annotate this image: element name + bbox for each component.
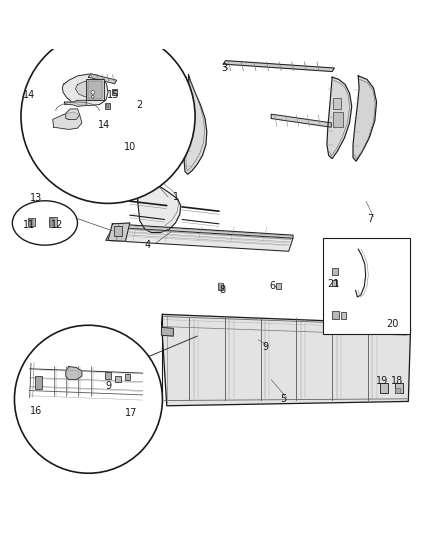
Circle shape bbox=[91, 91, 95, 94]
Text: 2: 2 bbox=[136, 100, 142, 110]
Polygon shape bbox=[62, 74, 108, 106]
Text: 17: 17 bbox=[124, 408, 137, 418]
Bar bbox=[333, 98, 341, 109]
Bar bbox=[276, 282, 281, 289]
Polygon shape bbox=[184, 75, 207, 174]
Bar bbox=[332, 268, 338, 275]
Bar bbox=[113, 90, 117, 94]
Polygon shape bbox=[88, 74, 117, 84]
Polygon shape bbox=[64, 100, 86, 107]
Bar bbox=[105, 103, 110, 109]
Bar bbox=[105, 372, 111, 379]
Bar bbox=[395, 383, 403, 393]
Text: 9: 9 bbox=[106, 381, 112, 391]
Polygon shape bbox=[353, 76, 377, 161]
Text: 20: 20 bbox=[387, 319, 399, 329]
Polygon shape bbox=[106, 228, 293, 251]
Bar bbox=[380, 383, 388, 393]
Text: 8: 8 bbox=[219, 285, 225, 295]
Text: 6: 6 bbox=[269, 281, 275, 291]
Bar bbox=[106, 104, 110, 108]
Text: 19: 19 bbox=[376, 376, 388, 385]
Bar bbox=[86, 79, 104, 100]
Text: 10: 10 bbox=[124, 142, 136, 152]
Polygon shape bbox=[66, 109, 80, 119]
Text: 1: 1 bbox=[173, 192, 180, 202]
Bar bbox=[219, 284, 223, 289]
Bar bbox=[332, 311, 339, 319]
Polygon shape bbox=[271, 114, 331, 127]
Polygon shape bbox=[119, 68, 186, 80]
Bar bbox=[35, 376, 42, 389]
Bar bbox=[332, 280, 337, 286]
Bar bbox=[49, 218, 53, 226]
Text: 5: 5 bbox=[280, 394, 286, 404]
Polygon shape bbox=[162, 327, 173, 336]
Bar bbox=[333, 112, 343, 127]
Bar bbox=[28, 218, 35, 226]
Text: 13: 13 bbox=[30, 193, 42, 203]
Bar bbox=[116, 376, 120, 382]
Circle shape bbox=[92, 95, 94, 98]
Bar bbox=[114, 227, 121, 236]
Ellipse shape bbox=[12, 201, 78, 245]
Bar bbox=[323, 238, 410, 334]
Polygon shape bbox=[131, 84, 181, 232]
Text: 16: 16 bbox=[30, 406, 42, 416]
Text: 15: 15 bbox=[107, 90, 120, 100]
Polygon shape bbox=[162, 314, 410, 406]
Text: 11: 11 bbox=[23, 220, 35, 230]
Bar bbox=[395, 389, 400, 393]
Bar bbox=[341, 312, 346, 319]
Polygon shape bbox=[327, 77, 352, 158]
Text: 3: 3 bbox=[221, 62, 227, 72]
Bar bbox=[125, 375, 130, 379]
Text: 7: 7 bbox=[367, 214, 373, 224]
Text: 14: 14 bbox=[23, 90, 35, 100]
Polygon shape bbox=[66, 367, 82, 379]
Polygon shape bbox=[108, 223, 130, 241]
Polygon shape bbox=[53, 112, 82, 130]
Text: 14: 14 bbox=[98, 120, 110, 130]
Text: 18: 18 bbox=[391, 376, 403, 385]
Bar bbox=[49, 217, 57, 227]
Polygon shape bbox=[223, 61, 334, 71]
Text: 9: 9 bbox=[262, 342, 268, 352]
Polygon shape bbox=[113, 224, 293, 238]
Bar bbox=[88, 80, 102, 99]
Text: 4: 4 bbox=[145, 240, 151, 250]
Text: 21: 21 bbox=[327, 279, 339, 289]
Bar bbox=[29, 219, 33, 225]
Polygon shape bbox=[75, 80, 104, 98]
Bar bbox=[218, 282, 223, 290]
Circle shape bbox=[14, 325, 162, 473]
Circle shape bbox=[21, 29, 195, 204]
Text: 12: 12 bbox=[51, 220, 64, 230]
